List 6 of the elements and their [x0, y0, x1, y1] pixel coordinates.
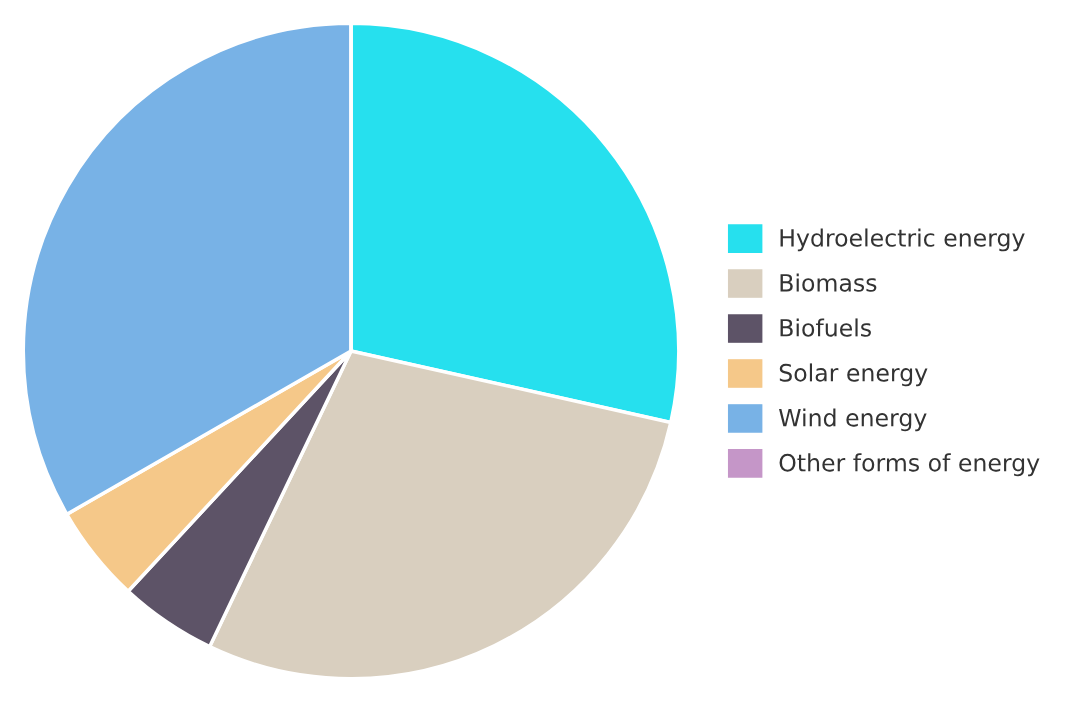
legend-label: Other forms of energy [779, 453, 1040, 477]
legend-label: Wind energy [779, 408, 927, 432]
legend-label: Biofuels [780, 318, 871, 337]
legend-label: Solar energy [779, 363, 928, 387]
legend-label: Biomass [780, 273, 877, 292]
legend-label: Hydroelectric energy [780, 228, 1025, 252]
